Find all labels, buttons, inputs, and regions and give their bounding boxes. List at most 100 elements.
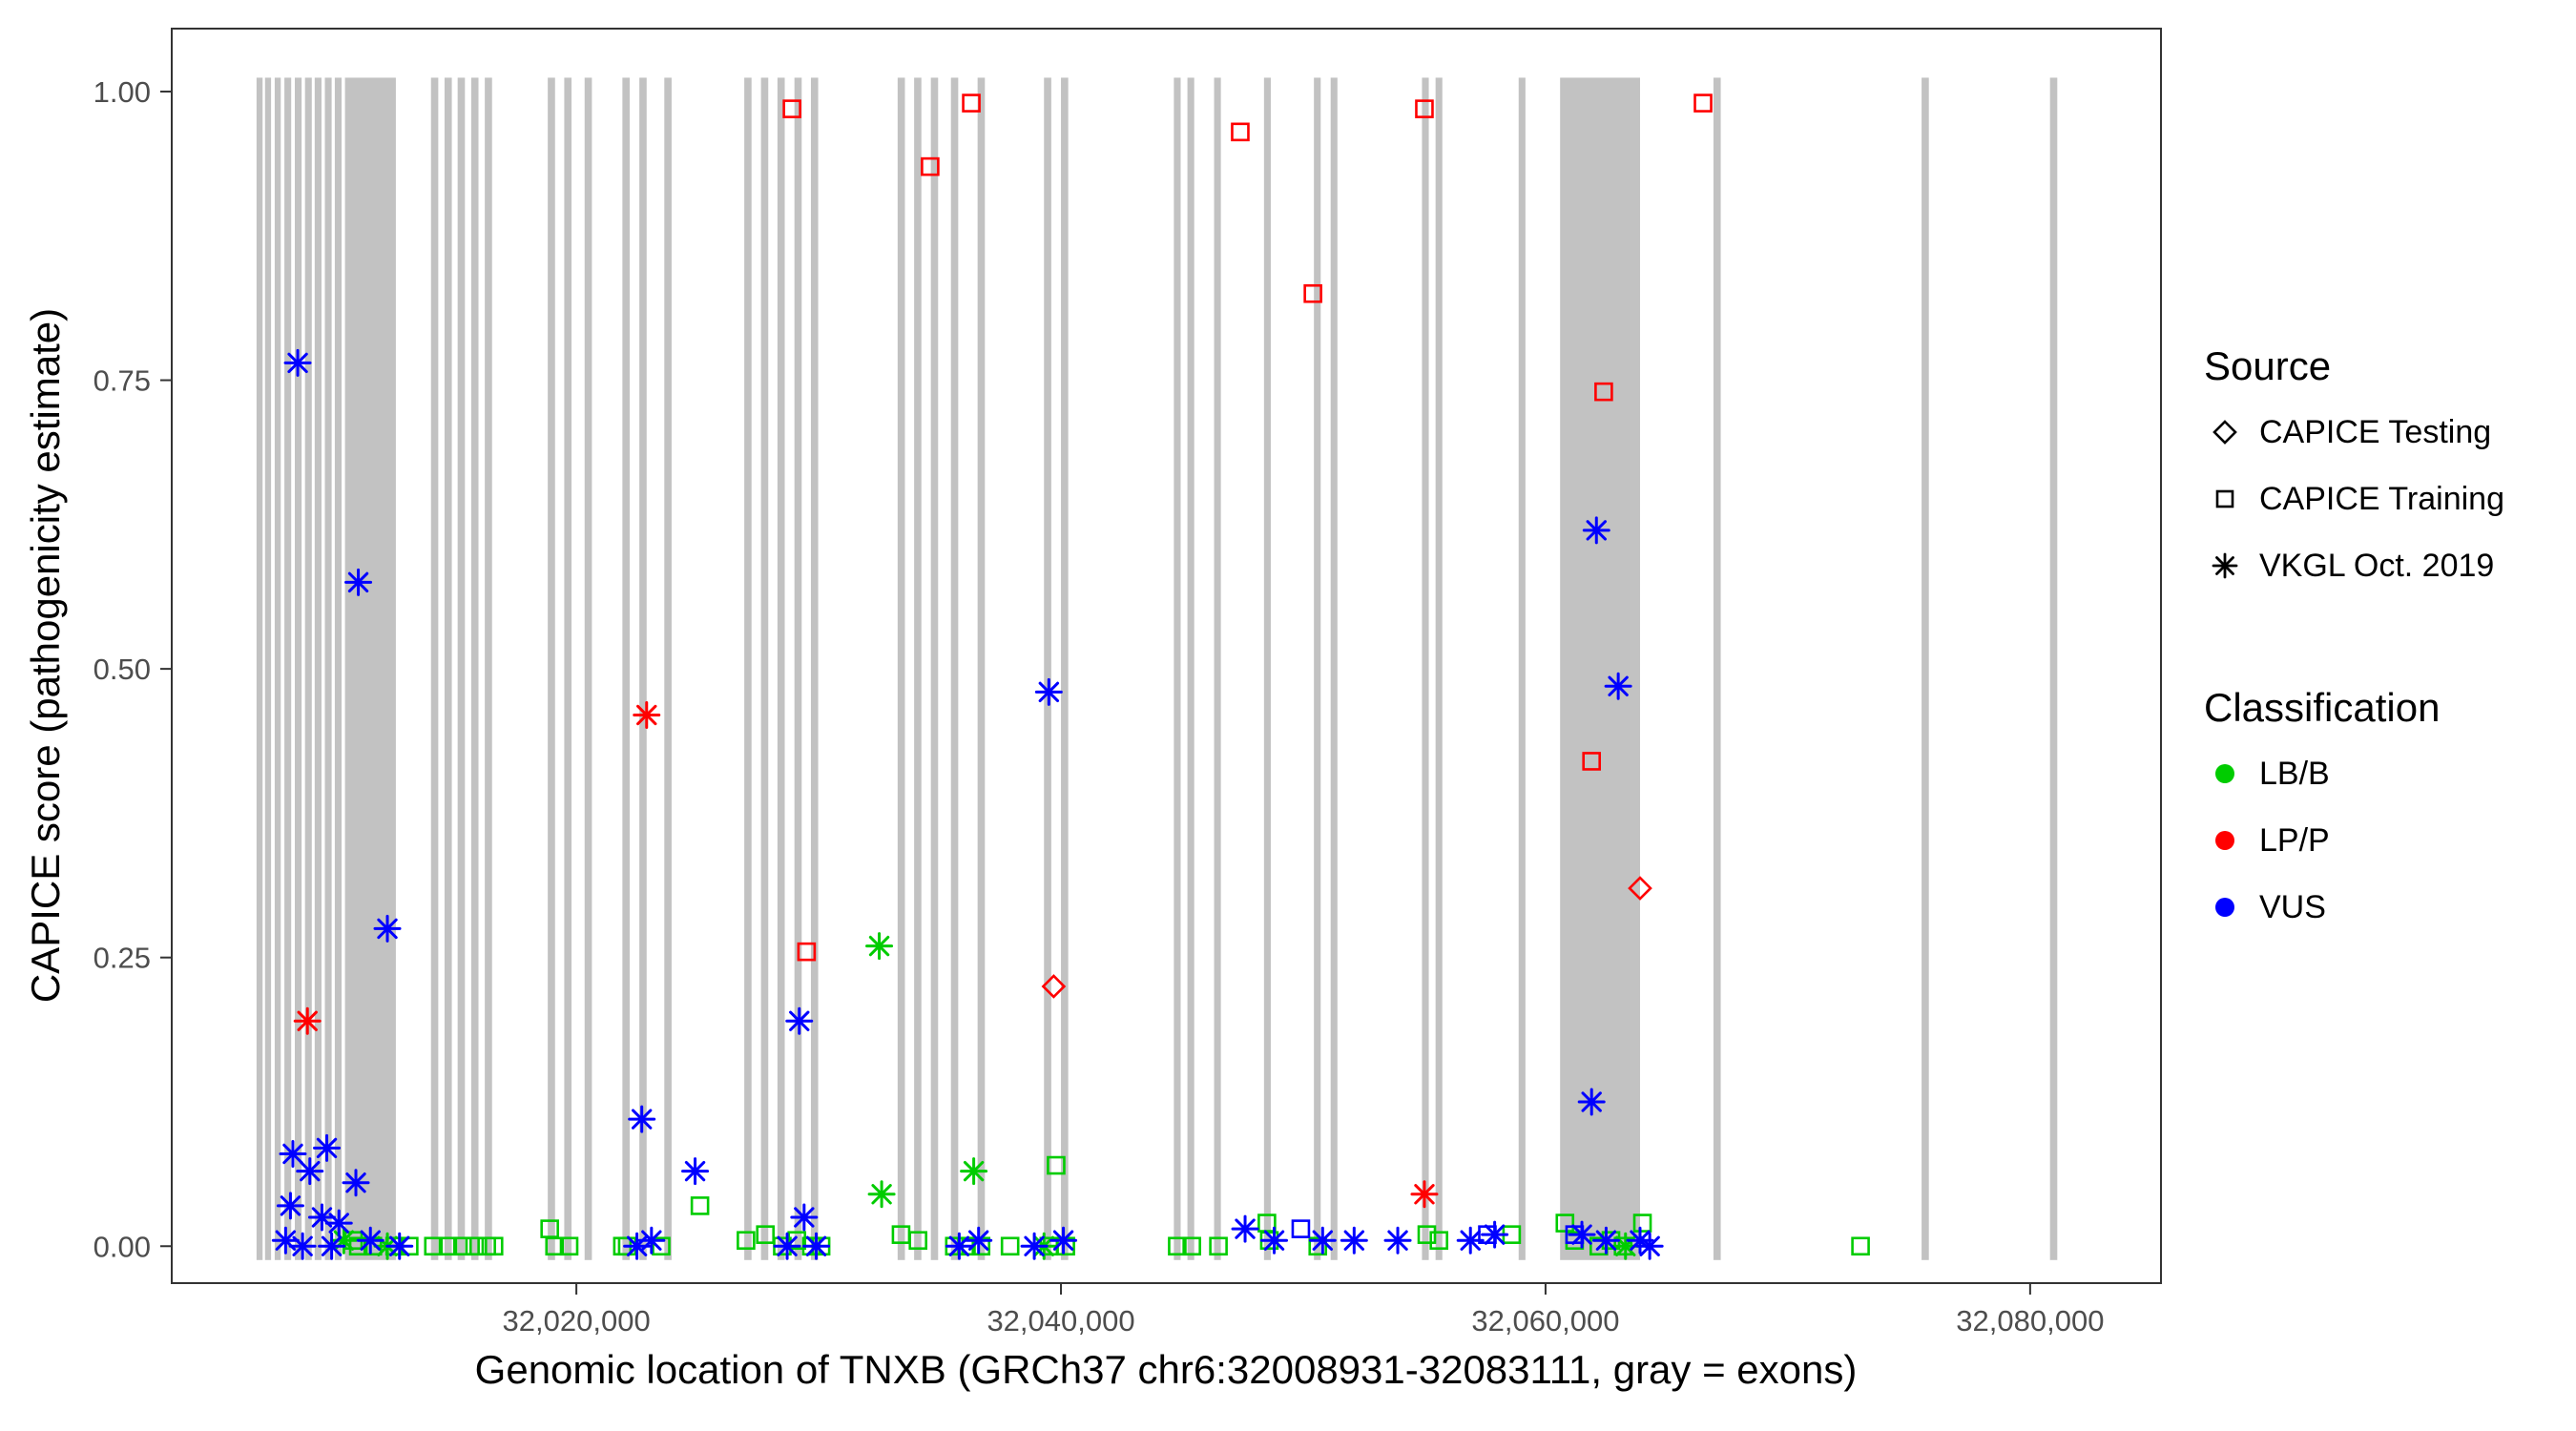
data-point-square bbox=[1582, 752, 1601, 771]
exon-bar bbox=[1314, 77, 1321, 1260]
x-axis-tick-label: 32,060,000 bbox=[1471, 1304, 1619, 1338]
data-point-asterisk bbox=[1260, 1226, 1289, 1255]
exon-bar bbox=[1263, 77, 1271, 1260]
data-point-asterisk bbox=[356, 1226, 384, 1255]
legend-item-vus: VUS bbox=[2204, 874, 2504, 941]
exon-bar bbox=[810, 77, 819, 1260]
data-point-asterisk bbox=[344, 568, 373, 596]
data-point-square bbox=[1047, 1155, 1066, 1175]
data-point-asterisk bbox=[1582, 516, 1610, 545]
legend-label-lbb: LB/B bbox=[2259, 755, 2330, 792]
panel-border bbox=[171, 28, 2162, 1284]
exon-bar bbox=[444, 77, 452, 1260]
x-axis-title: Genomic location of TNXB (GRCh37 chr6:32… bbox=[474, 1347, 1858, 1392]
exon-bar bbox=[639, 77, 647, 1260]
exon-bar bbox=[622, 77, 630, 1260]
data-point-asterisk bbox=[960, 1157, 988, 1186]
exon-bar bbox=[664, 77, 672, 1260]
legend-label-capice-testing: CAPICE Testing bbox=[2259, 413, 2492, 450]
exon-bar bbox=[548, 77, 555, 1260]
data-point-asterisk bbox=[293, 1006, 322, 1035]
data-point-square bbox=[1415, 99, 1434, 118]
data-point-square bbox=[1182, 1236, 1201, 1256]
exon-bar bbox=[1422, 77, 1429, 1260]
data-point-asterisk bbox=[271, 1226, 300, 1255]
x-axis-tick-label: 32,020,000 bbox=[503, 1304, 651, 1338]
data-point-asterisk bbox=[1020, 1232, 1049, 1260]
data-point-square bbox=[1851, 1236, 1870, 1256]
data-point-asterisk bbox=[318, 1232, 346, 1260]
legend-label-vus: VUS bbox=[2259, 888, 2326, 925]
data-point-asterisk bbox=[785, 1006, 814, 1035]
exon-bar bbox=[794, 77, 802, 1260]
exon-bar bbox=[314, 77, 322, 1260]
exon-bar bbox=[564, 77, 572, 1260]
exon-bar bbox=[977, 77, 986, 1260]
data-point-asterisk bbox=[1577, 1088, 1606, 1116]
data-point-asterisk bbox=[1383, 1226, 1412, 1255]
data-point-asterisk bbox=[1231, 1214, 1259, 1243]
exon-bar bbox=[324, 77, 332, 1260]
data-point-square bbox=[652, 1236, 671, 1256]
legend-item-lpp: LP/P bbox=[2204, 807, 2504, 874]
exon-bar bbox=[284, 77, 292, 1260]
data-point-asterisk bbox=[1591, 1226, 1620, 1255]
exon-bar bbox=[304, 77, 312, 1260]
y-axis-tick-label: 0.00 bbox=[93, 1230, 151, 1263]
data-point-asterisk bbox=[945, 1232, 973, 1260]
exon-bar bbox=[584, 77, 592, 1260]
exon-bar bbox=[744, 77, 752, 1260]
data-point-asterisk bbox=[296, 1157, 324, 1186]
data-point-square bbox=[1429, 1231, 1449, 1251]
data-point-square bbox=[1291, 1219, 1311, 1238]
asterisk-icon bbox=[2212, 552, 2238, 579]
legend-label-capice-training: CAPICE Training bbox=[2259, 480, 2504, 517]
data-point-square bbox=[424, 1236, 444, 1256]
data-point-asterisk bbox=[790, 1203, 819, 1232]
legend-label-vkgl: VKGL Oct. 2019 bbox=[2259, 547, 2495, 584]
data-point-asterisk bbox=[1034, 677, 1063, 706]
data-point-square bbox=[1209, 1236, 1228, 1256]
lbb-color-swatch-icon bbox=[2215, 764, 2234, 783]
data-point-asterisk bbox=[965, 1226, 993, 1255]
data-point-square bbox=[690, 1196, 710, 1215]
exon-bar bbox=[457, 77, 466, 1260]
exon-bar bbox=[777, 77, 785, 1260]
data-point-asterisk bbox=[342, 1169, 370, 1197]
exon-bar bbox=[470, 77, 479, 1260]
data-point-asterisk bbox=[324, 1209, 353, 1237]
exon-bar bbox=[256, 77, 263, 1260]
data-point-asterisk bbox=[633, 701, 661, 730]
square-icon bbox=[2215, 489, 2234, 508]
data-point-asterisk bbox=[1049, 1226, 1078, 1255]
exon-bar bbox=[1560, 77, 1640, 1260]
data-point-asterisk bbox=[1308, 1226, 1337, 1255]
data-point-asterisk bbox=[307, 1203, 336, 1232]
exon-bar bbox=[914, 77, 922, 1260]
data-point-square bbox=[1303, 283, 1322, 303]
x-axis-tick-label: 32,080,000 bbox=[1956, 1304, 2104, 1338]
legend-title-classification: Classification bbox=[2204, 685, 2441, 730]
data-point-square bbox=[1693, 93, 1713, 113]
legend: Source CAPICE Testing CAPICE Training bbox=[2204, 343, 2504, 941]
lpp-color-swatch-icon bbox=[2215, 831, 2234, 850]
exon-bar bbox=[2049, 77, 2058, 1260]
exon-bar bbox=[1174, 77, 1181, 1260]
exon-bar bbox=[264, 77, 272, 1260]
data-point-square bbox=[787, 1231, 807, 1251]
y-axis-tick-label: 0.75 bbox=[93, 364, 151, 398]
data-point-asterisk bbox=[283, 348, 312, 377]
data-point-square bbox=[1594, 382, 1613, 402]
data-point-square bbox=[545, 1236, 565, 1256]
exon-bar bbox=[1922, 77, 1929, 1260]
data-point-asterisk bbox=[637, 1226, 666, 1255]
data-point-asterisk bbox=[865, 932, 894, 961]
data-point-diamond bbox=[1628, 876, 1652, 901]
legend-item-vkgl: VKGL Oct. 2019 bbox=[2204, 532, 2504, 599]
data-point-asterisk bbox=[1604, 672, 1632, 700]
data-point-diamond bbox=[1041, 974, 1067, 999]
data-point-square bbox=[484, 1236, 504, 1256]
data-point-square bbox=[1555, 1213, 1575, 1233]
